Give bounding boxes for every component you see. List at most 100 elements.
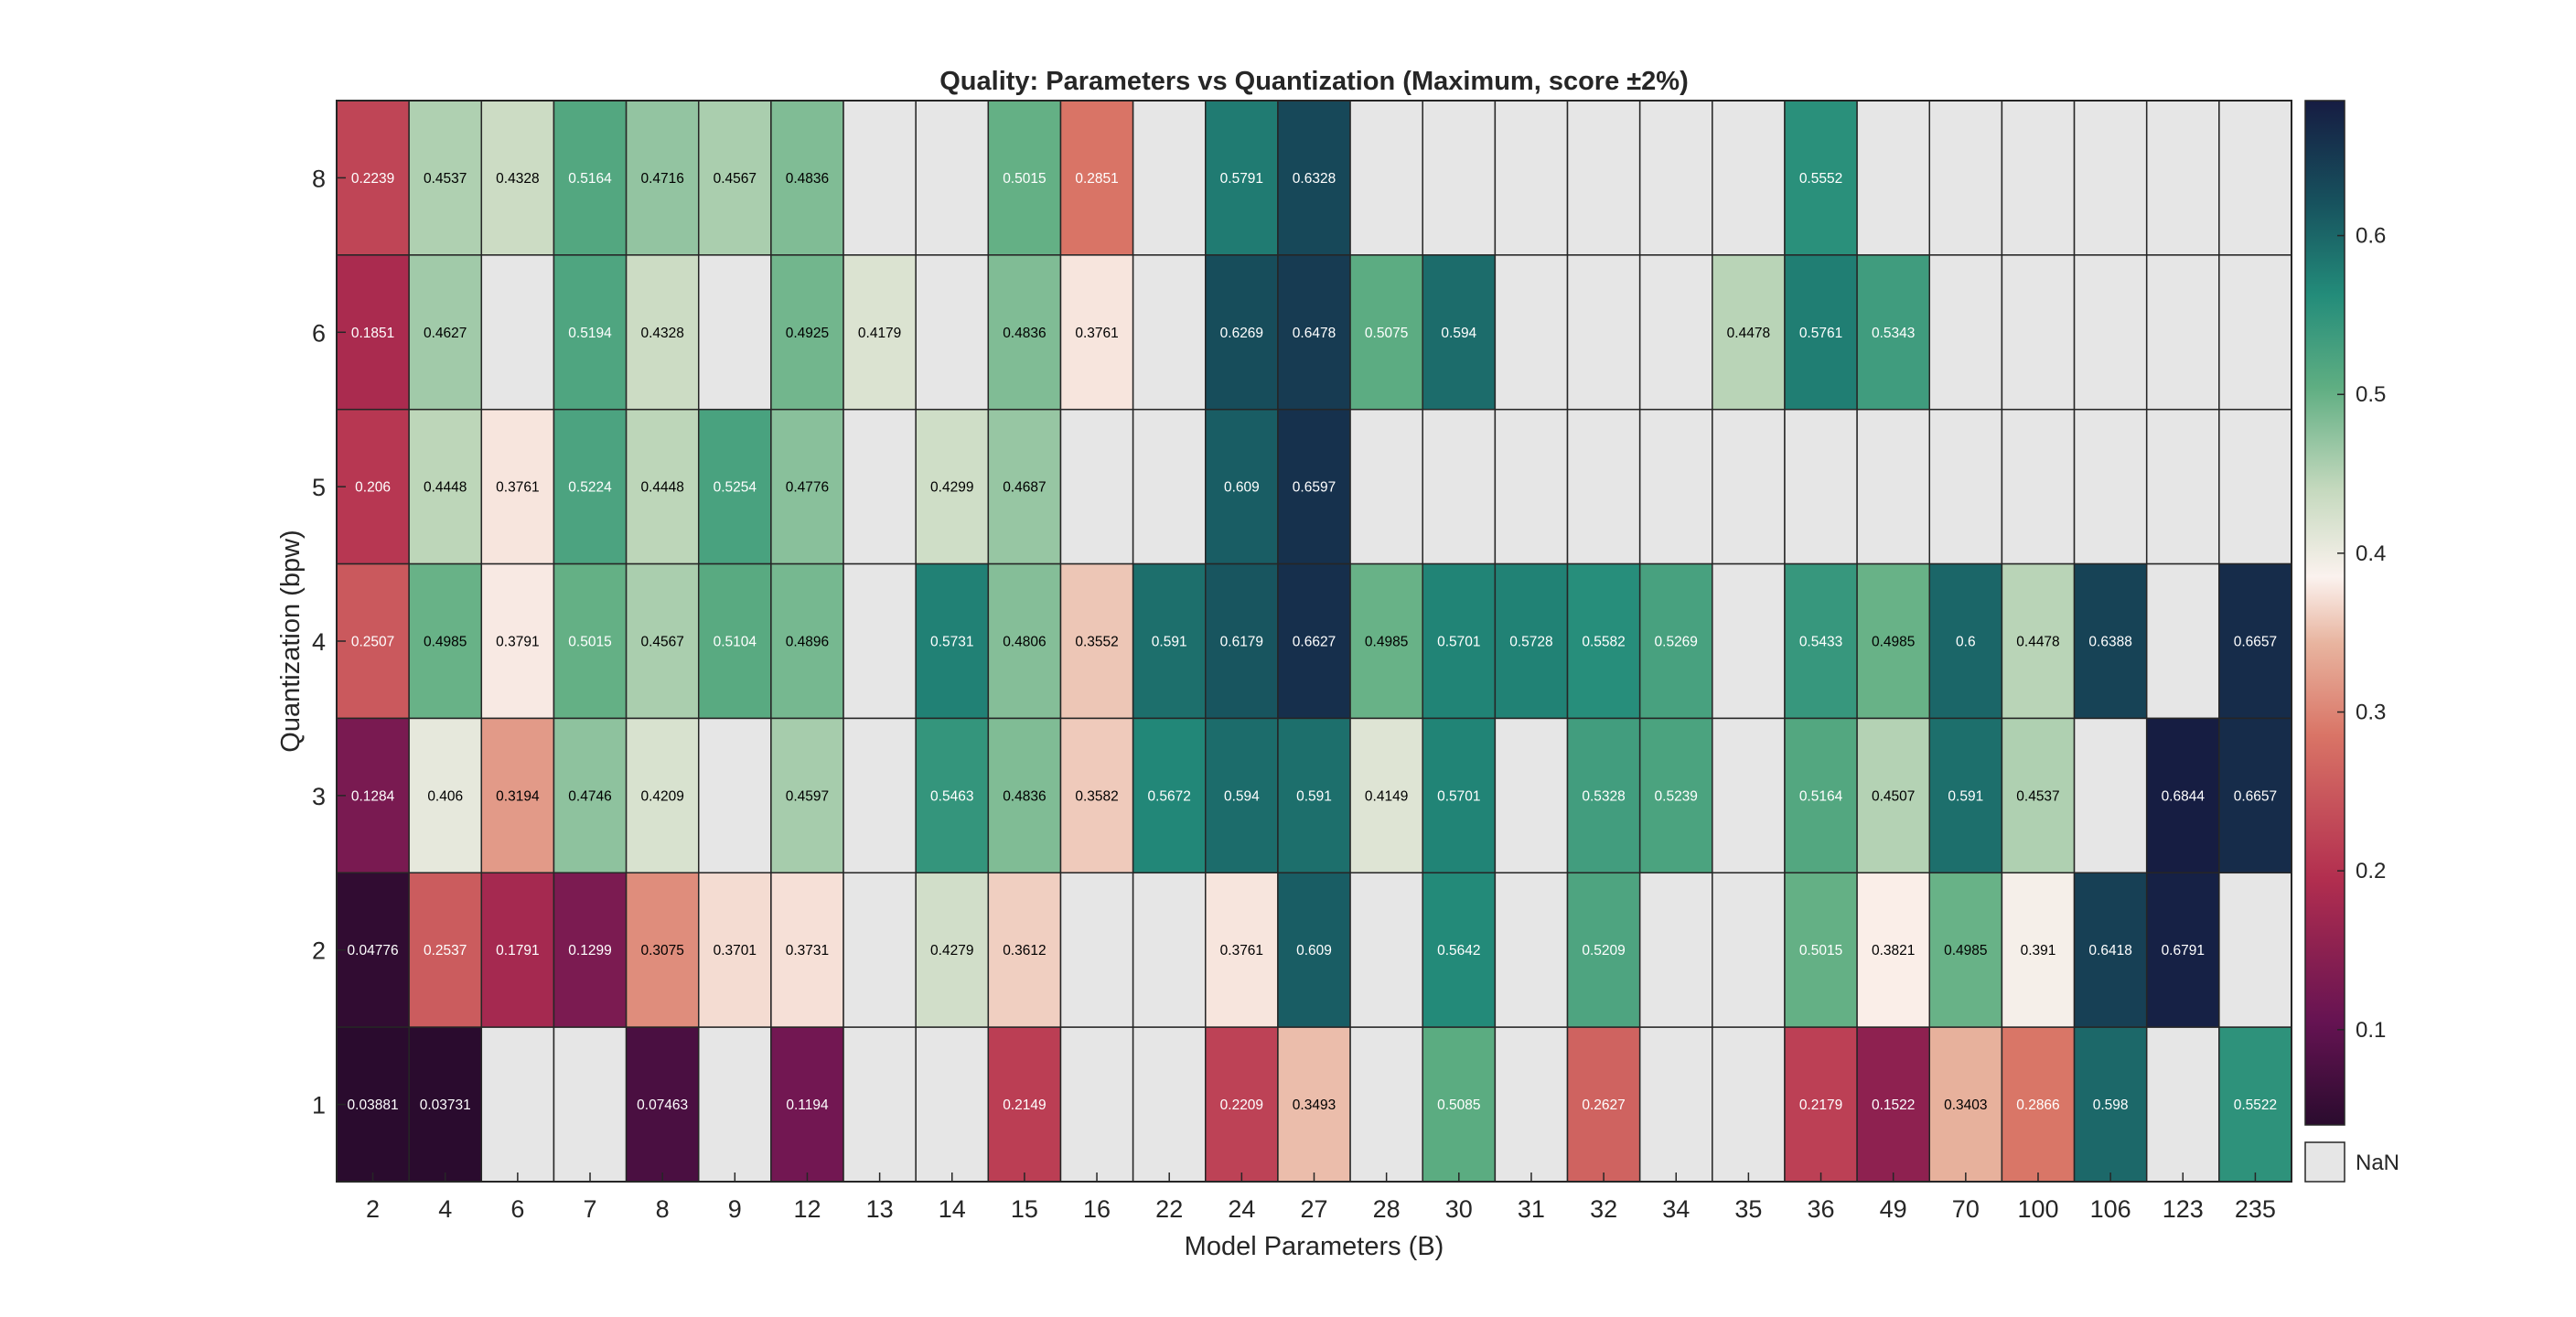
cell-value-label: 0.2507 <box>351 635 394 650</box>
heatmap-cell <box>1856 100 1931 256</box>
cell-value-label: 0.6478 <box>1293 326 1336 341</box>
cell-value-label: 0.3761 <box>496 480 539 496</box>
cell-value-label: 0.1791 <box>496 943 539 958</box>
heatmap-cell <box>1494 100 1569 256</box>
heatmap-cell <box>1349 100 1423 256</box>
cell-value-label: 0.3701 <box>714 943 757 958</box>
nan-legend-label: NaN <box>2356 1151 2399 1175</box>
x-tick-label: 7 <box>584 1195 597 1223</box>
heatmap-cell <box>1494 408 1569 565</box>
heatmap-cell <box>2218 254 2292 411</box>
cell-value-label: 0.5761 <box>1799 326 1842 341</box>
heatmap-cell <box>915 1026 990 1183</box>
heatmap-cell <box>2218 872 2292 1028</box>
heatmap-cell <box>2001 100 2076 256</box>
heatmap-cell <box>1205 872 1279 1028</box>
heatmap-cell <box>553 562 628 720</box>
cell-value-label: 0.03731 <box>420 1098 471 1113</box>
cell-value-label: 0.4328 <box>496 171 539 187</box>
cell-value-label: 0.5254 <box>714 480 757 496</box>
cell-value-label: 0.1299 <box>568 943 611 958</box>
cell-value-label: 0.5164 <box>1799 788 1843 804</box>
cell-value-label: 0.3761 <box>1220 943 1263 958</box>
cell-value-label: 0.4985 <box>1365 635 1408 650</box>
x-tick-label: 30 <box>1445 1195 1473 1223</box>
cell-value-label: 0.3761 <box>1075 326 1118 341</box>
cell-value-label: 0.4448 <box>640 480 683 496</box>
cell-value-label: 0.6597 <box>1293 480 1336 496</box>
heatmap-cell <box>915 872 990 1028</box>
cell-value-label: 0.5015 <box>1003 171 1046 187</box>
heatmap-cell <box>2073 100 2148 256</box>
cell-value-label: 0.1284 <box>351 788 395 804</box>
cell-value-label: 0.6269 <box>1220 326 1263 341</box>
heatmap-cell <box>336 100 410 256</box>
x-axis-label: Model Parameters (B) <box>1185 1232 1444 1261</box>
heatmap-cell <box>1928 717 2003 874</box>
heatmap-cell <box>625 717 700 874</box>
cell-value-label: 0.03881 <box>348 1098 399 1113</box>
heatmap-cell <box>987 408 1062 565</box>
heatmap-cell <box>2001 408 2076 565</box>
cell-value-label: 0.5552 <box>1799 171 1842 187</box>
x-tick-label: 35 <box>1734 1195 1762 1223</box>
heatmap-cell <box>1277 872 1351 1028</box>
heatmap-cell <box>843 717 917 874</box>
heatmap-cell <box>480 1026 555 1183</box>
cell-value-label: 0.6657 <box>2234 635 2277 650</box>
heatmap-cell <box>1132 408 1207 565</box>
heatmap-cell <box>1132 562 1207 720</box>
cell-value-label: 0.4985 <box>424 635 467 650</box>
cell-value-label: 0.5104 <box>714 635 757 650</box>
heatmap-cell <box>987 562 1062 720</box>
colorbar-tick-label: 0.3 <box>2356 701 2386 725</box>
x-tick-label: 235 <box>2235 1195 2276 1223</box>
y-axis-ticks: 8 6 5 4 3 2 1 <box>312 165 346 1119</box>
heatmap-cell <box>336 408 410 565</box>
x-axis-ticks: 2 4 6 7 8 9 12 13 14 15 16 22 24 27 28 30 31 32 34 35 36 49 70… <box>366 1172 2276 1223</box>
cell-value-label: 0.1522 <box>1872 1098 1915 1113</box>
cell-value-label: 0.4179 <box>858 326 901 341</box>
heatmap-cell <box>1928 562 2003 720</box>
cell-value-label: 0.6328 <box>1293 171 1336 187</box>
heatmap-cell <box>336 872 410 1028</box>
heatmap-cell <box>1422 100 1497 256</box>
heatmap-cell <box>1059 408 1134 565</box>
colorbar-tick-label: 0.1 <box>2356 1018 2386 1043</box>
cell-value-label: 0.3582 <box>1075 788 1118 804</box>
nan-legend-swatch <box>2304 1141 2345 1183</box>
heatmap-cell <box>1277 408 1351 565</box>
cell-value-label: 0.5463 <box>930 788 973 804</box>
cell-value-label: 0.4567 <box>640 635 683 650</box>
cell-value-label: 0.594 <box>1441 326 1476 341</box>
cell-value-label: 0.4746 <box>568 788 611 804</box>
heatmap-cell <box>1132 254 1207 411</box>
cell-value-label: 0.5164 <box>568 171 612 187</box>
cell-value-label: 0.4806 <box>1003 635 1046 650</box>
cell-value-label: 0.4627 <box>424 326 467 341</box>
x-tick-label: 31 <box>1518 1195 1545 1223</box>
heatmap-cell <box>2145 1026 2220 1183</box>
cell-value-label: 0.2537 <box>424 943 467 958</box>
y-tick-label: 2 <box>312 937 326 965</box>
cell-value-label: 0.591 <box>1152 635 1187 650</box>
heatmap-cell <box>1349 1026 1423 1183</box>
colorbar-tick-label: 0.4 <box>2356 541 2386 566</box>
x-tick-label: 28 <box>1373 1195 1401 1223</box>
cell-value-label: 0.5582 <box>1582 635 1625 650</box>
heatmap-cell <box>1638 717 1713 874</box>
cell-value-label: 0.5075 <box>1365 326 1408 341</box>
heatmap-cell <box>1928 408 2003 565</box>
heatmap-cell <box>1277 1026 1351 1183</box>
cell-value-label: 0.4537 <box>424 171 467 187</box>
heatmap-cell <box>915 408 990 565</box>
cell-value-label: 0.2209 <box>1220 1098 1263 1113</box>
heatmap-cell <box>2218 1026 2292 1183</box>
heatmap-cell <box>2001 1026 2076 1183</box>
heatmap-cell <box>2218 408 2292 565</box>
cell-value-label: 0.4597 <box>786 788 829 804</box>
cell-value-label: 0.6791 <box>2162 943 2205 958</box>
heatmap-cell <box>2073 408 2148 565</box>
cell-value-label: 0.4985 <box>1944 943 1987 958</box>
heatmap-cell <box>1205 254 1279 411</box>
